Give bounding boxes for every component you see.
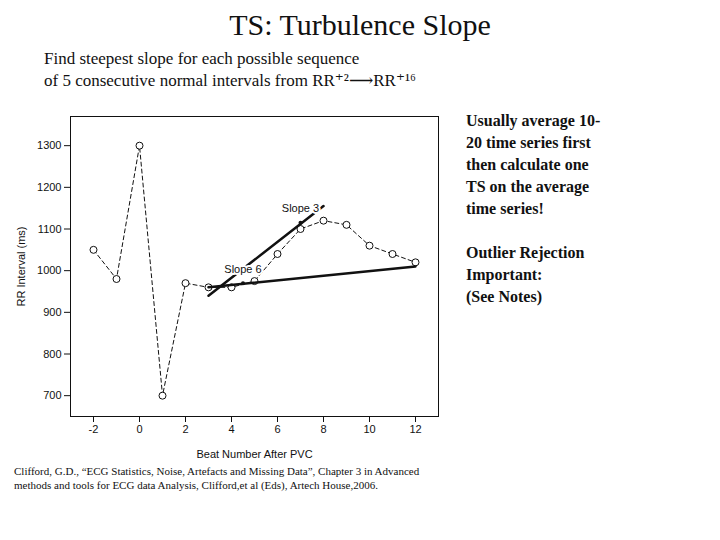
svg-text:6: 6 — [274, 423, 280, 435]
svg-text:Beat Number After PVC: Beat Number After PVC — [196, 448, 312, 460]
html-text:(See Notes): (See Notes) — [466, 288, 542, 305]
html-text:TS on the average: TS on the average — [466, 178, 590, 195]
svg-text:700: 700 — [43, 389, 61, 401]
svg-text:8: 8 — [320, 423, 326, 435]
svg-text:10: 10 — [363, 423, 375, 435]
svg-text:Slope 3: Slope 3 — [282, 202, 319, 214]
html-text:methods and tools for ECG data: methods and tools for ECG data Analysis,… — [14, 479, 378, 491]
svg-text:0: 0 — [136, 423, 142, 435]
html-text:20 time series first: 20 time series first — [466, 134, 591, 151]
html-text:of 5 consecutive normal interv: of 5 consecutive normal intervals from R… — [44, 71, 416, 90]
svg-text:1100: 1100 — [38, 223, 62, 235]
svg-text:1300: 1300 — [37, 139, 61, 151]
html-text:Find steepest slope for each p: Find steepest slope for each possible se… — [44, 49, 360, 68]
html-text:Important:: Important: — [466, 266, 543, 283]
svg-text:1200: 1200 — [37, 181, 61, 193]
svg-text:RR Interval (ms): RR Interval (ms) — [15, 226, 27, 306]
svg-text:1000: 1000 — [37, 264, 61, 276]
svg-text:900: 900 — [43, 306, 61, 318]
html-text:time series!: time series! — [466, 200, 544, 217]
html-text:Clifford, G.D., “ECG Statistic: Clifford, G.D., “ECG Statistics, Noise, … — [14, 465, 420, 477]
svg-text:800: 800 — [43, 348, 61, 360]
html-text:then calculate one: then calculate one — [466, 156, 589, 173]
html-text:Outlier Rejection: Outlier Rejection — [466, 244, 585, 261]
svg-text:2: 2 — [182, 423, 188, 435]
svg-text:12: 12 — [409, 423, 421, 435]
html-text:Usually average 10-: Usually average 10- — [466, 112, 601, 129]
svg-text:4: 4 — [228, 423, 234, 435]
html-text:TS: Turbulence Slope: TS: Turbulence Slope — [229, 8, 491, 41]
svg-text:-2: -2 — [89, 423, 99, 435]
svg-text:Slope 6: Slope 6 — [224, 263, 261, 275]
